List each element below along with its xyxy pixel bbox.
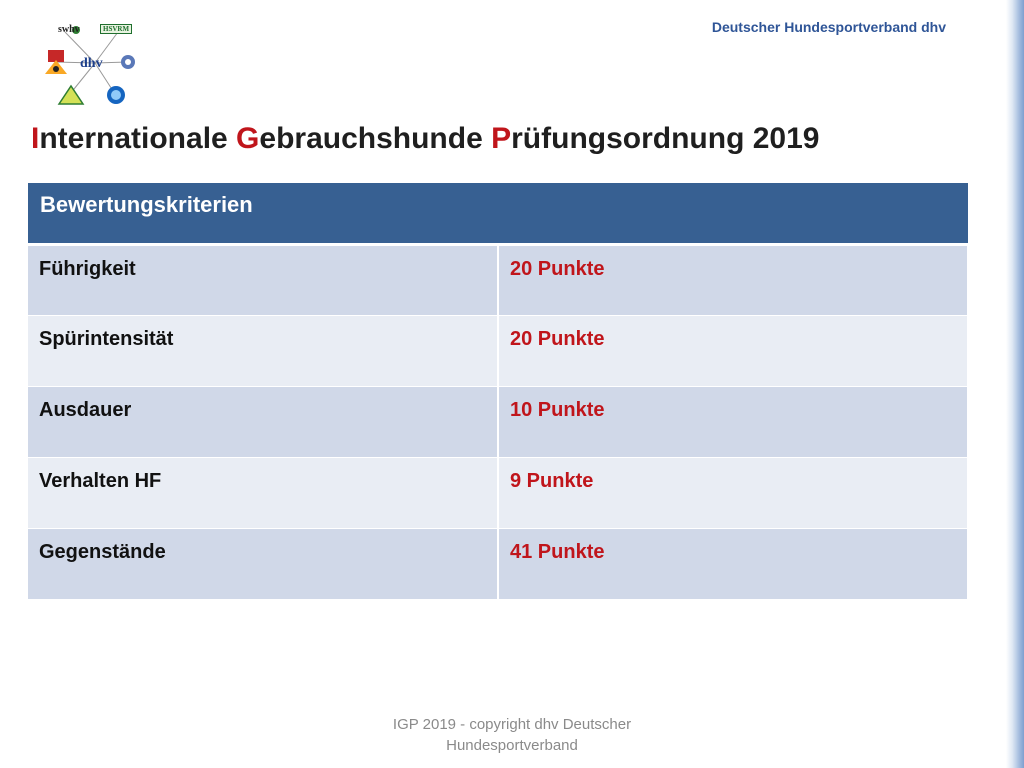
points-cell: 20 Punkte <box>498 244 969 316</box>
criterion-cell: Gegenstände <box>28 528 499 600</box>
logo-network-icon <box>45 26 135 105</box>
criterion-cell: Ausdauer <box>28 386 499 458</box>
table-row: Verhalten HF 9 Punkte <box>28 457 969 529</box>
title-initial-p: P <box>491 122 512 155</box>
slide-title: Internationale Gebrauchshunde Prüfungsor… <box>31 122 819 156</box>
swhv-logo-text: swhv <box>58 24 80 35</box>
organization-header: Deutscher Hundesportverband dhv <box>711 19 946 35</box>
footer-line-2: Hundesportverband <box>446 737 578 754</box>
dhv-logo-text: dhv <box>80 56 103 71</box>
title-word-3: rüfungsordnung 2019 <box>511 122 820 155</box>
member-associations-logo: swhv HSVRM dhv <box>40 18 150 110</box>
criterion-cell: Führigkeit <box>28 244 499 316</box>
hsvrm-logo-text: HSVRM <box>100 24 133 34</box>
title-word-2: ebrauchshunde <box>259 122 492 155</box>
slide-footer: IGP 2019 - copyright dhv Deutscher Hunde… <box>362 714 662 756</box>
title-initial-g: G <box>236 122 260 155</box>
table-row: Führigkeit 20 Punkte <box>28 244 969 316</box>
slide-right-border <box>1006 0 1024 768</box>
title-word-1: nternationale <box>39 122 237 155</box>
footer-line-1: IGP 2019 - copyright dhv Deutscher <box>392 716 632 733</box>
criterion-cell: Verhalten HF <box>28 457 499 529</box>
table-row: Spürintensität 20 Punkte <box>28 315 969 387</box>
table-header: Bewertungskriterien <box>28 183 968 246</box>
points-cell: 10 Punkte <box>498 386 969 458</box>
criterion-cell: Spürintensität <box>28 315 499 387</box>
table-row: Gegenstände 41 Punkte <box>28 528 969 600</box>
points-cell: 41 Punkte <box>498 528 969 600</box>
table-row: Ausdauer 10 Punkte <box>28 386 969 458</box>
title-initial-i: I <box>31 122 40 155</box>
points-cell: 9 Punkte <box>498 457 969 529</box>
points-cell: 20 Punkte <box>498 315 969 387</box>
evaluation-criteria-table: Bewertungskriterien Führigkeit 20 Punkte… <box>28 183 969 600</box>
